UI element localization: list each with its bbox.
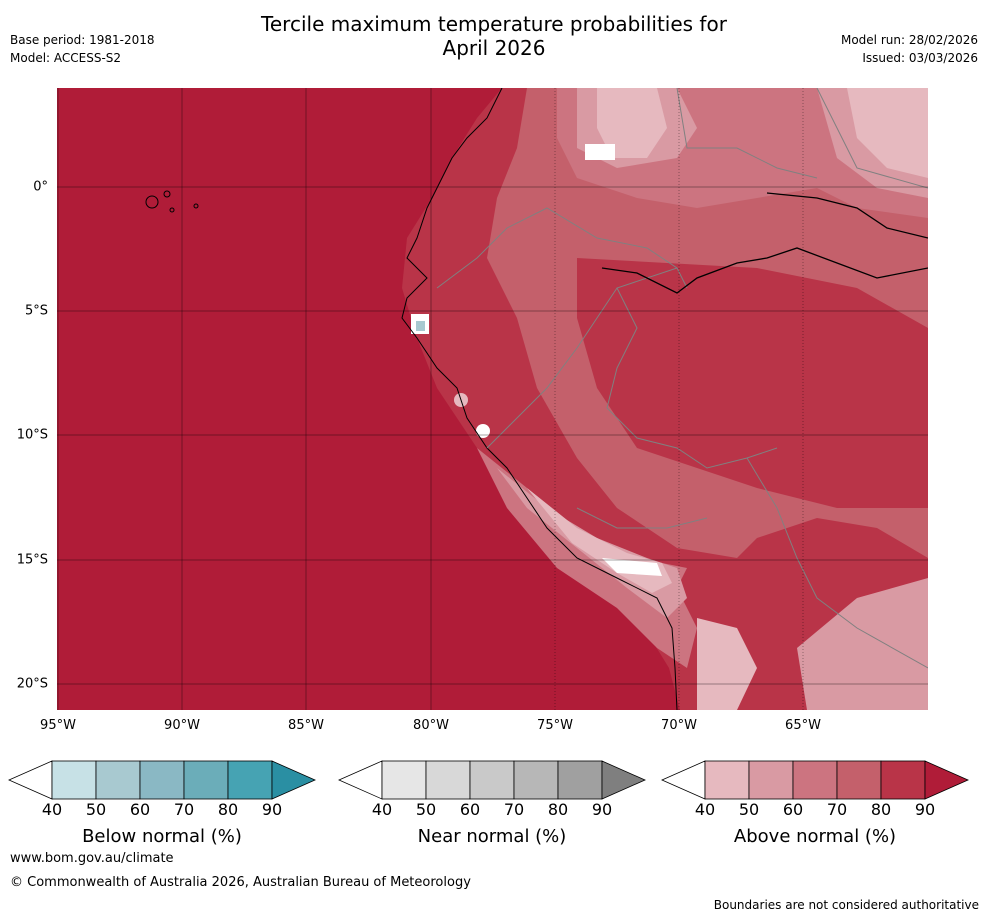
colorbar-segment [704,760,750,800]
colorbar-segment [836,760,882,800]
colorbar-segment [425,760,471,800]
disclaimer-text: Boundaries are not considered authoritat… [713,898,979,912]
colorbar-high-arrow [924,760,969,800]
colorbar-tick-label: 40 [371,800,393,819]
patch-10s [476,424,490,438]
lat-label: 15°S [16,552,48,568]
river-north-icon [766,192,928,239]
colorbar-above-title: Above normal (%) [733,826,897,847]
contour-40-northeast [847,88,928,178]
contour-80-interior [577,258,928,508]
colorbar-segment [469,760,515,800]
lat-label: 0° [33,179,48,195]
colorbar-near-title: Near normal (%) [417,826,567,847]
colorbar-tick-label: 60 [459,800,481,819]
river-icon [601,247,928,294]
colorbar-segment [880,760,926,800]
colorbar-tick-label: 50 [85,800,107,819]
colorbar-tick-label: 80 [870,800,892,819]
colorbar-low-arrow [8,760,53,800]
map-svg [57,88,928,710]
colorbar-segment [51,760,97,800]
country-border-icon [436,88,928,669]
lat-label: 10°S [16,427,48,443]
white-patch-north [585,144,615,160]
colorbar-segment [139,760,185,800]
island-icon [163,190,171,198]
colorbar-tick-label: 90 [591,800,613,819]
colorbar-segment [792,760,838,800]
colorbar-tick-label: 80 [217,800,239,819]
issued-date: Issued: 03/03/2026 [862,51,978,65]
colorbar-high-arrow [271,760,316,800]
copyright-text: © Commonwealth of Australia 2026, Austra… [10,875,471,890]
title-line-1: Tercile maximum temperature probabilitie… [261,12,727,36]
coastline-icon [401,88,678,710]
base-period: Base period: 1981-2018 [10,33,155,47]
colorbar-segment [227,760,273,800]
colorbar-below-title: Below normal (%) [82,826,242,847]
lon-label: 75°W [537,718,573,733]
model-run: Model run: 28/02/2026 [840,33,978,47]
colorbar-segment [513,760,559,800]
colorbar-tick-label: 50 [415,800,437,819]
colorbar-high-arrow [601,760,646,800]
colorbar-tick-label: 80 [547,800,569,819]
contour-50-southeast [797,578,928,710]
contour-40-north [597,88,667,158]
colorbar-below [8,760,316,800]
colorbar-tick-label: 70 [173,800,195,819]
colorbar-tick-label: 90 [914,800,936,819]
colorbar-segment [183,760,229,800]
colorbar-tick-label: 60 [129,800,151,819]
colorbar-tick-label: 70 [503,800,525,819]
island-icon [145,195,159,209]
colorbar-tick-label: 50 [738,800,760,819]
lon-label: 90°W [164,718,200,733]
probability-map[interactable] [57,88,928,710]
title-line-2: April 2026 [442,36,546,60]
colorbar-tick-label: 90 [261,800,283,819]
colorbar-near [338,760,646,800]
lon-label: 80°W [413,718,449,733]
colorbar-tick-label: 40 [41,800,63,819]
lon-label: 65°W [785,718,821,733]
meta-right: Model run: 28/02/2026 Issued: 03/03/2026 [841,31,978,67]
colorbar-low-arrow [661,760,706,800]
lon-label: 85°W [288,718,324,733]
colorbar-segment [557,760,603,800]
contour-40-south [697,618,757,710]
colorbar-segment [748,760,794,800]
meta-left: Base period: 1981-2018 Model: ACCESS-S2 [10,31,155,67]
colorbar-tick-label: 60 [782,800,804,819]
colorbar-above [661,760,969,800]
colorbar-segment [95,760,141,800]
island-icon [169,207,175,213]
chart-title: Tercile maximum temperature probabilitie… [0,12,988,60]
lon-label: 70°W [661,718,697,733]
colorbar-tick-label: 70 [826,800,848,819]
colorbar-segment [381,760,427,800]
colorbar-low-arrow [338,760,383,800]
gridlines [57,88,928,710]
island-icon [193,203,199,209]
model-name: Model: ACCESS-S2 [10,51,122,65]
white-patch-coast [602,558,662,576]
website-link[interactable]: www.bom.gov.au/climate [10,851,174,866]
below-normal-patch [416,321,425,331]
lat-label: 20°S [16,676,48,692]
lon-label: 95°W [40,718,76,733]
colorbar-tick-label: 40 [694,800,716,819]
lat-label: 5°S [24,303,48,319]
